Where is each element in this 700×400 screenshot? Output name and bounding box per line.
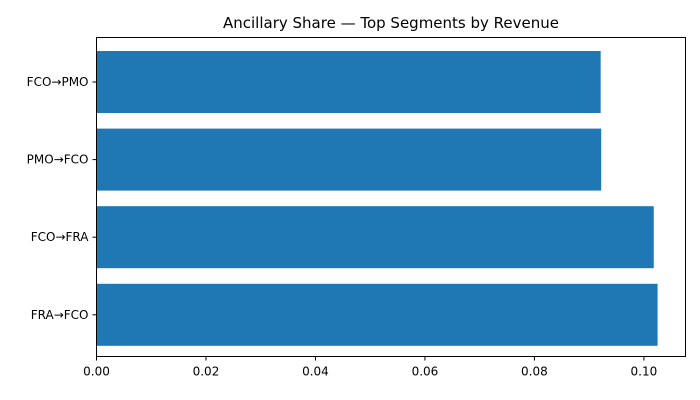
x-tick-label: 0.08 [521,365,548,379]
x-tick-label: 0.06 [412,365,439,379]
x-tick-label: 0.00 [83,365,110,379]
y-tick-label: FRA→FCO [31,308,89,322]
chart-title: Ancillary Share — Top Segments by Revenu… [223,14,559,32]
plot-frame [96,37,686,357]
y-axis-ticks: FCO→PMO PMO→FCO FCO→FRA FRA→FCO [27,75,97,322]
y-tick-label: FCO→PMO [27,75,89,89]
x-tick-label: 0.10 [631,365,658,379]
bar [96,283,658,346]
bar [96,206,654,269]
bar [96,51,601,113]
y-tick-label: PMO→FCO [27,153,89,167]
bar [96,128,602,191]
x-tick-label: 0.02 [193,365,220,379]
x-tick-label: 0.04 [302,365,329,379]
y-tick-label: FCO→FRA [31,230,90,244]
bars-layer [96,51,658,346]
x-axis-ticks: 0.00 0.02 0.04 0.06 0.08 0.10 [83,356,658,379]
